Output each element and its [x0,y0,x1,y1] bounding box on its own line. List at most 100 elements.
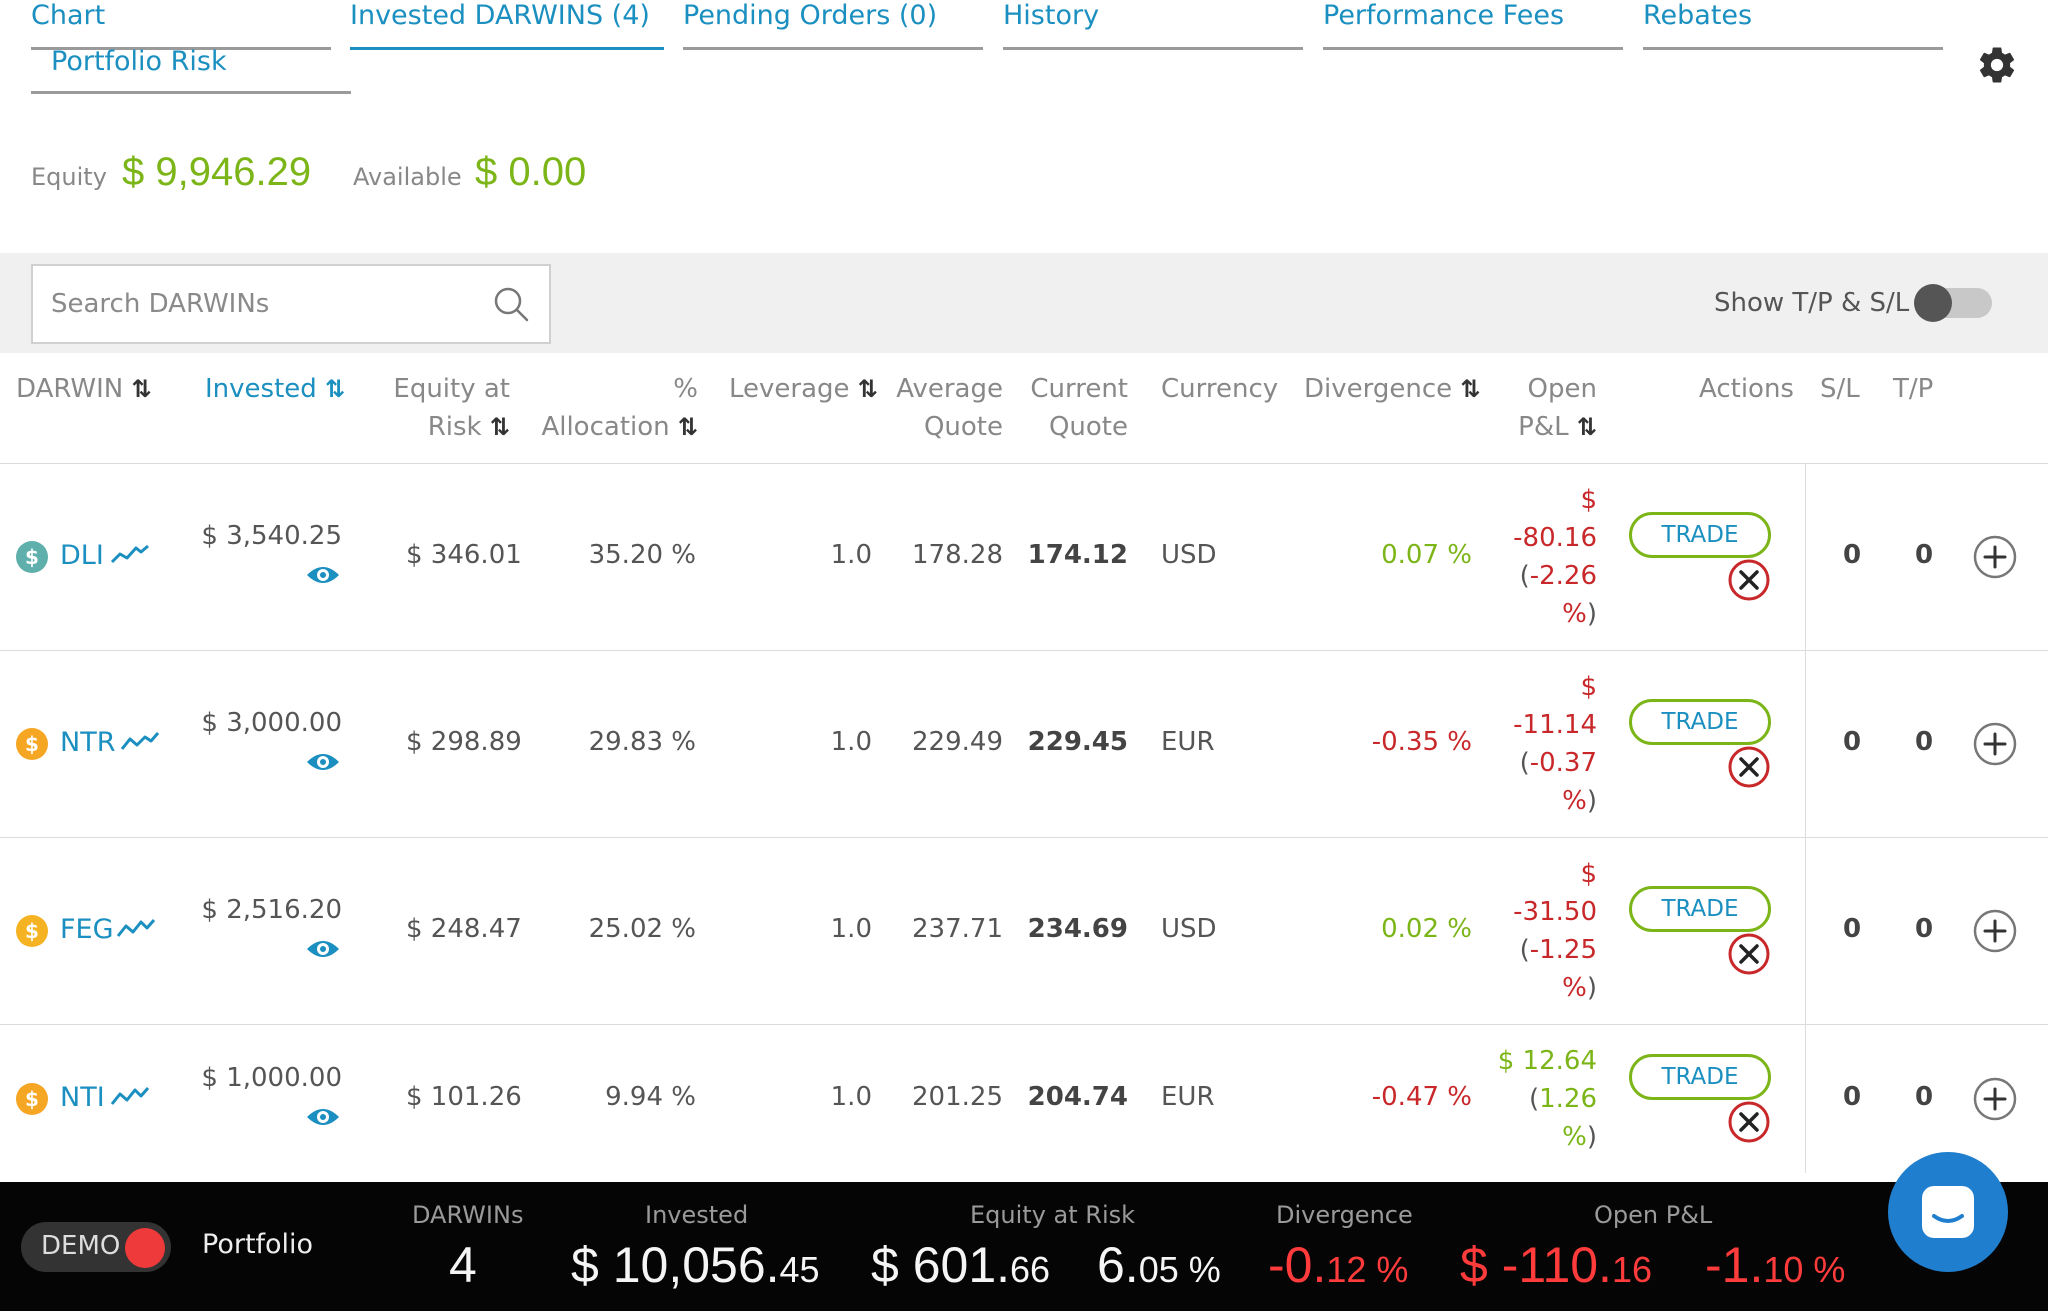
tab-pending-orders[interactable]: Pending Orders (0) [683,0,983,50]
divergence-value: -0.47 % [1371,1082,1472,1112]
sort-icon[interactable]: ⇅ [1576,413,1597,441]
col-divergence[interactable]: Divergence ⇅ [1304,370,1481,408]
col-open-pnl-line1: Open [1527,374,1597,404]
divider [0,650,2048,651]
allocation-value: 9.94 % [605,1082,696,1112]
tab-performance-fees[interactable]: Performance Fees [1323,0,1623,50]
open-pnl-value: $ -11.14 (-0.37 %) [1480,668,1597,820]
invested-value: $ 3,540.25 [201,521,342,551]
tab-chart[interactable]: Chart [31,0,331,50]
darwin-name-link[interactable]: FEG [60,914,114,945]
col-darwin[interactable]: DARWIN ⇅ [16,370,152,408]
currency-value: USD [1161,914,1217,944]
toggle-label: Show T/P & S/L [1714,288,1910,318]
close-icon[interactable] [1727,745,1771,789]
trade-button[interactable]: TRADE [1629,1054,1771,1100]
search-icon[interactable] [491,284,531,324]
sort-icon[interactable]: ⇅ [1460,375,1481,403]
allocation-value: 35.20 % [588,540,696,570]
add-icon[interactable] [1972,1076,2018,1122]
add-icon[interactable] [1972,721,2018,767]
currency-value: EUR [1161,1082,1215,1112]
sparkline-icon[interactable] [110,542,150,566]
darwin-name-link[interactable]: NTI [60,1082,105,1113]
search-input[interactable] [51,266,491,342]
toggle-knob[interactable] [1914,284,1952,322]
close-icon[interactable] [1727,1100,1771,1144]
current-quote-value: 204.74 [1027,1082,1128,1112]
tab-invested-darwins[interactable]: Invested DARWINS (4) [350,0,664,50]
col-current-quote: Current Quote [1010,370,1128,446]
eye-icon[interactable] [305,750,341,774]
tab-history[interactable]: History [1003,0,1303,50]
tp-value: 0 [1915,914,1934,944]
eye-icon[interactable] [305,1105,341,1129]
show-tp-sl-toggle[interactable] [1914,284,1992,322]
sparkline-icon[interactable] [116,916,156,940]
sl-value: 0 [1843,1082,1862,1112]
trade-button[interactable]: TRADE [1629,699,1771,745]
current-quote-value: 174.12 [1027,540,1128,570]
total-equity-pct-main: 6. [1097,1237,1139,1293]
total-divergence-cents: 12 % [1326,1249,1409,1290]
average-quote-value: 201.25 [912,1082,1003,1112]
col-invested[interactable]: Invested ⇅ [205,370,345,408]
sort-icon[interactable]: ⇅ [325,375,346,403]
leverage-value: 1.0 [830,540,872,570]
col-leverage[interactable]: Leverage ⇅ [729,370,878,408]
col-divergence-label: Divergence [1304,374,1453,404]
average-quote-value: 229.49 [912,727,1003,757]
total-equity-at-risk-value: $ 601.66 [871,1236,1050,1294]
tab-rebates[interactable]: Rebates [1643,0,1943,50]
equity-at-risk-value: $ 248.47 [406,914,522,944]
sort-icon[interactable]: ⇅ [131,375,152,403]
pnl-line: -11.14 [1513,710,1597,740]
col-equity-at-risk-line1: Equity at [393,374,510,404]
pnl-line: -80.16 [1513,523,1597,553]
available-label: Available [353,163,462,191]
divergence-value: 0.02 % [1381,914,1472,944]
chat-button[interactable] [1888,1152,2008,1272]
trade-button[interactable]: TRADE [1629,512,1771,558]
sparkline-icon[interactable] [110,1084,150,1108]
tab-portfolio-risk[interactable]: Portfolio Risk [31,46,351,94]
divergence-value: -0.35 % [1371,727,1472,757]
tp-value: 0 [1915,727,1934,757]
search-box[interactable] [31,264,551,344]
add-icon[interactable] [1972,908,2018,954]
darwin-name-link[interactable]: NTR [60,727,116,758]
add-icon[interactable] [1972,534,2018,580]
average-quote-value: 178.28 [912,540,1003,570]
pnl-line: % [1562,973,1587,1003]
close-icon[interactable] [1727,558,1771,602]
col-actions: Actions [1699,374,1794,404]
eye-icon[interactable] [305,563,341,587]
col-allocation[interactable]: % Allocation ⇅ [520,370,698,446]
col-open-pnl[interactable]: Open P&L ⇅ [1480,370,1597,446]
invested-value: $ 2,516.20 [201,895,342,925]
dollar-coin-icon: $ [16,915,48,947]
currency-value: USD [1161,540,1217,570]
total-equity-main: $ 601. [871,1237,1011,1293]
total-divergence-value: -0.12 % [1268,1236,1408,1294]
sparkline-icon[interactable] [120,729,160,753]
divergence-value: 0.07 % [1381,540,1472,570]
col-equity-at-risk-line2: Risk [427,412,482,442]
gear-icon[interactable] [1976,44,2018,86]
darwin-name-link[interactable]: DLI [60,540,104,571]
sort-icon[interactable]: ⇅ [489,413,510,441]
sort-icon[interactable]: ⇅ [857,375,878,403]
total-pnl-main: $ -110. [1460,1237,1612,1293]
sort-icon[interactable]: ⇅ [677,413,698,441]
pnl-paren: ) [1586,1122,1597,1152]
pnl-paren: ) [1586,599,1597,629]
pnl-line: -2.26 [1529,561,1597,591]
col-tp: T/P [1893,374,1934,404]
tp-value: 0 [1915,1082,1934,1112]
trade-button[interactable]: TRADE [1629,886,1771,932]
col-equity-at-risk[interactable]: Equity at Risk ⇅ [380,370,510,446]
eye-icon[interactable] [305,937,341,961]
demo-mode-toggle[interactable]: DEMO [21,1222,171,1272]
pnl-line: $ [1580,672,1597,702]
close-icon[interactable] [1727,932,1771,976]
